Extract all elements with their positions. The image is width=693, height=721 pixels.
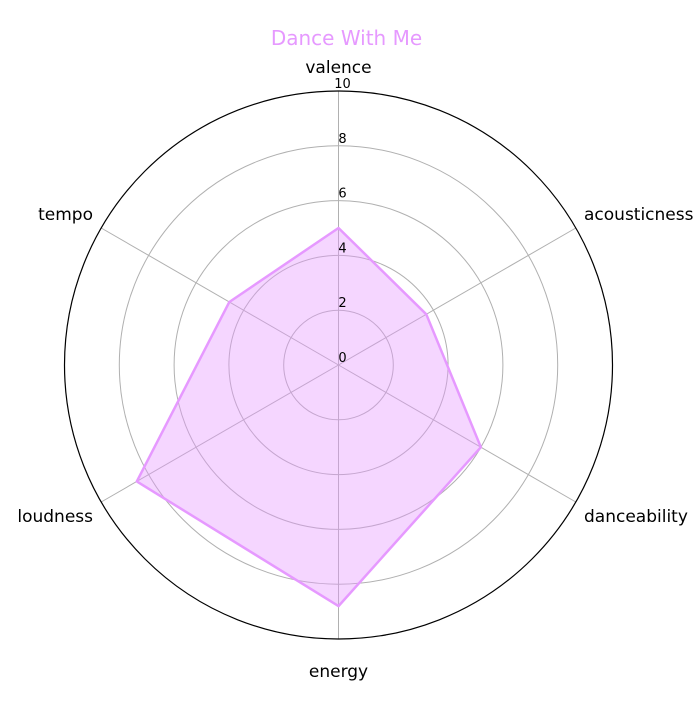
- grid-spokes: [100, 91, 577, 639]
- series-fill-0: [136, 228, 481, 607]
- spoke-loudness: [100, 364, 339, 503]
- axis-label-energy: energy: [309, 662, 368, 682]
- spoke-acousticness: [338, 227, 577, 366]
- spoke-danceability: [338, 364, 577, 503]
- axis-label-tempo: tempo: [38, 205, 93, 225]
- axis-labels: valence acousticness danceability energy lou…: [17, 58, 693, 682]
- outer-circle: [63, 90, 614, 640]
- spoke-tempo: [100, 227, 339, 366]
- axis-label-danceability: danceability: [584, 507, 688, 527]
- axis-label-acousticness: acousticness: [584, 205, 693, 225]
- outer-frame: [63, 90, 614, 640]
- tick-label-2: 2: [338, 296, 346, 311]
- axis-label-valence: valence: [305, 58, 371, 78]
- tick-label-10: 10: [334, 77, 351, 92]
- chart-title: Dance With Me: [270, 26, 423, 50]
- series-layer: [135, 226, 483, 608]
- tick-labels: 0 2 4 6 8 10: [334, 77, 351, 366]
- tick-label-6: 6: [338, 187, 346, 202]
- tick-label-0: 0: [338, 351, 346, 366]
- axis-label-loudness: loudness: [17, 507, 93, 527]
- tick-label-4: 4: [338, 241, 346, 256]
- tick-label-8: 8: [338, 132, 346, 147]
